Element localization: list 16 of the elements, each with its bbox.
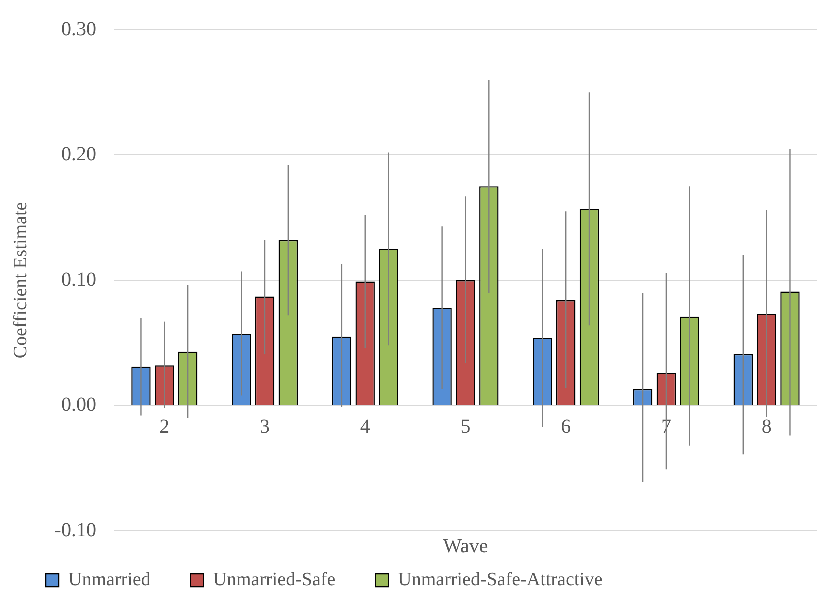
legend-label: Unmarried bbox=[68, 569, 152, 590]
y-tick-label: 0.30 bbox=[61, 18, 96, 40]
x-tick-label: 4 bbox=[360, 416, 370, 438]
x-tick-label: 2 bbox=[160, 416, 170, 438]
x-tick-label: 8 bbox=[762, 416, 772, 438]
legend-label: Unmarried-Safe-Attractive bbox=[398, 569, 603, 590]
x-tick-label: 3 bbox=[260, 416, 270, 438]
y-tick-label: 0.00 bbox=[61, 394, 96, 416]
y-axis-title: Coefficient Estimate bbox=[10, 202, 32, 359]
x-tick-label: 6 bbox=[561, 416, 572, 438]
x-axis-title: Wave bbox=[443, 535, 488, 558]
x-tick-label: 5 bbox=[460, 416, 471, 438]
y-tick-label: 0.10 bbox=[61, 268, 96, 291]
legend-label: Unmarried-Safe bbox=[213, 569, 336, 590]
y-tick-label: -0.10 bbox=[54, 519, 96, 542]
y-tick-label: 0.20 bbox=[61, 144, 96, 166]
